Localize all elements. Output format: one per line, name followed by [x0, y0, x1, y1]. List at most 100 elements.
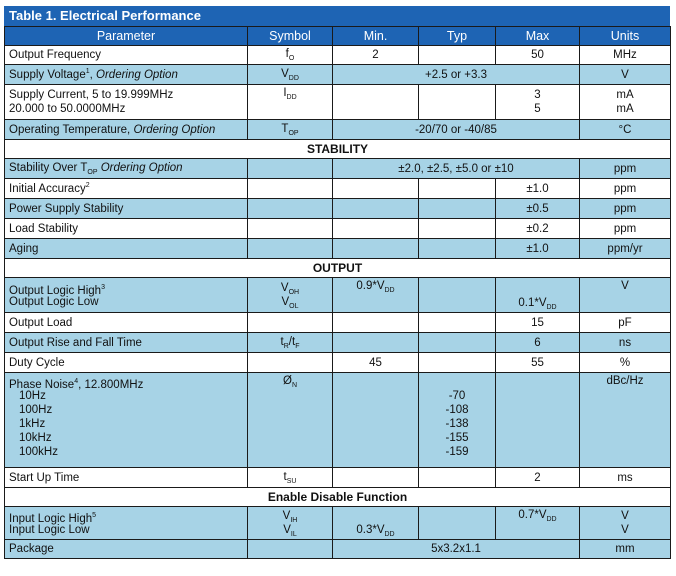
typ-cell: [418, 198, 496, 219]
max-cell: ±0.5: [495, 198, 580, 219]
symbol-line: VIL: [252, 523, 328, 538]
separator: ,: [89, 69, 97, 81]
param-output-frequency: Output Frequency: [4, 45, 248, 65]
typ-cell: [418, 84, 496, 120]
table-row: Output Frequency fO 2 50 MHz: [4, 45, 671, 65]
param-output-logic: Output Logic High3 Output Logic Low: [4, 277, 248, 313]
min-cell: [332, 178, 419, 199]
spacer: [423, 375, 491, 389]
units-cell: ns: [579, 332, 671, 353]
max-line: 3: [534, 89, 541, 101]
symbol-sub: OH: [288, 289, 300, 296]
units-cell: V: [579, 64, 671, 85]
param-text: Stability Over T: [9, 161, 88, 174]
table-row: Aging ±1.0 ppm/yr: [4, 238, 671, 259]
symbol-text: V: [282, 510, 291, 522]
symbol-text: t: [283, 470, 287, 483]
electrical-performance-table: Table 1. Electrical Performance Paramete…: [4, 6, 671, 559]
units-line: mA: [616, 89, 634, 101]
typ-cell: [418, 312, 496, 333]
param-output-load: Output Load: [4, 312, 248, 333]
symbol-sub: DD: [286, 94, 297, 101]
param-start-up-time: Start Up Time: [4, 467, 248, 488]
symbol-cell: VDD: [247, 64, 333, 85]
typ-cell: [418, 467, 496, 488]
symbol-sub: OP: [288, 129, 299, 137]
param-text: Input Logic High: [9, 513, 93, 525]
symbol-cell: VIH VIL: [247, 506, 333, 540]
value-span: 5x3.2x1.1: [332, 539, 580, 559]
symbol-line: VOH: [252, 281, 328, 296]
min-text: 0.9*V: [356, 280, 385, 292]
param-line: Output Logic High3: [9, 281, 243, 297]
typ-cell: [418, 45, 496, 65]
min-cell: 0.3*VDD: [332, 506, 419, 540]
units-cell: ms: [579, 467, 671, 488]
table-row: Input Logic High5 Input Logic Low VIH VI…: [4, 506, 671, 540]
symbol-cell: [247, 178, 333, 199]
symbol-text: V: [283, 524, 291, 536]
spec-table: Parameter Symbol Min. Typ Max Units Outp…: [4, 26, 671, 559]
param-input-logic: Input Logic High5 Input Logic Low: [4, 506, 248, 540]
symbol-text: V: [280, 282, 289, 294]
table-row: Output Load 15 pF: [4, 312, 671, 333]
typ-cell: [418, 506, 496, 540]
section-row: OUTPUT: [4, 258, 671, 278]
units-cell: V V: [579, 506, 671, 540]
max-cell: [495, 372, 580, 468]
footnote-mark: 5: [92, 512, 97, 519]
offset-label: 10kHz: [19, 432, 52, 444]
header-parameter: Parameter: [4, 26, 248, 46]
units-cell: V: [579, 277, 671, 313]
param-operating-temperature: Operating Temperature, Ordering Option: [4, 119, 248, 140]
units-cell: ppm: [579, 218, 671, 239]
section-enable-disable: Enable Disable Function: [4, 487, 671, 507]
symbol-sub: IL: [290, 531, 297, 538]
param-line: Output Logic Low: [9, 296, 99, 308]
symbol-text: V: [281, 67, 289, 80]
units-cell: ppm: [579, 158, 671, 179]
units-cell: ppm: [579, 198, 671, 219]
max-cell: ±0.2: [495, 218, 580, 239]
section-row: Enable Disable Function: [4, 487, 671, 507]
footnote-mark: 4: [74, 378, 79, 385]
param-line: Phase Noise4, 12.800MHz: [9, 375, 243, 391]
max-cell: 2: [495, 467, 580, 488]
units-cell: dBc/Hz: [579, 372, 671, 468]
param-power-supply-stability: Power Supply Stability: [4, 198, 248, 219]
min-cell: [332, 84, 419, 120]
min-sub: DD: [384, 531, 395, 538]
ordering-option: Ordering Option: [97, 161, 183, 174]
table-row: Start Up Time tSU 2 ms: [4, 467, 671, 488]
min-text: 0.3*V: [356, 524, 385, 536]
symbol-line: VOL: [252, 295, 328, 310]
phase-noise-value: -108: [445, 404, 469, 416]
header-typ: Typ: [418, 26, 496, 46]
param-line: Input Logic Low: [9, 524, 90, 536]
param-stability-over-top: Stability Over TOP Ordering Option: [4, 158, 248, 179]
min-cell: [332, 218, 419, 239]
symbol-cell: tSU: [247, 467, 333, 488]
header-row: Parameter Symbol Min. Typ Max Units: [4, 26, 671, 46]
param-line: Input Logic High5: [9, 509, 243, 525]
phase-noise-value: -138: [445, 418, 469, 430]
symbol-text: V: [281, 296, 290, 308]
header-min: Min.: [332, 26, 419, 46]
offset-label: 1kHz: [19, 418, 46, 430]
table-row: Duty Cycle 45 55 %: [4, 352, 671, 373]
units-cell: MHz: [579, 45, 671, 65]
offset-label: 100Hz: [19, 404, 53, 416]
symbol-text: Ø: [282, 375, 292, 387]
ordering-option: Ordering Option: [133, 123, 216, 136]
symbol-text: f: [285, 48, 289, 60]
param-initial-accuracy: Initial Accuracy2: [4, 178, 248, 199]
symbol-cell: [247, 352, 333, 373]
symbol-sub: OL: [289, 303, 299, 310]
symbol-sub: R: [283, 342, 289, 350]
max-cell: 15: [495, 312, 580, 333]
param-load-stability: Load Stability: [4, 218, 248, 239]
param-aging: Aging: [4, 238, 248, 259]
table-row: Output Rise and Fall Time tR/tF 6 ns: [4, 332, 671, 353]
max-cell: 0.7*VDD: [495, 506, 580, 540]
symbol-cell: IDD: [247, 84, 333, 120]
